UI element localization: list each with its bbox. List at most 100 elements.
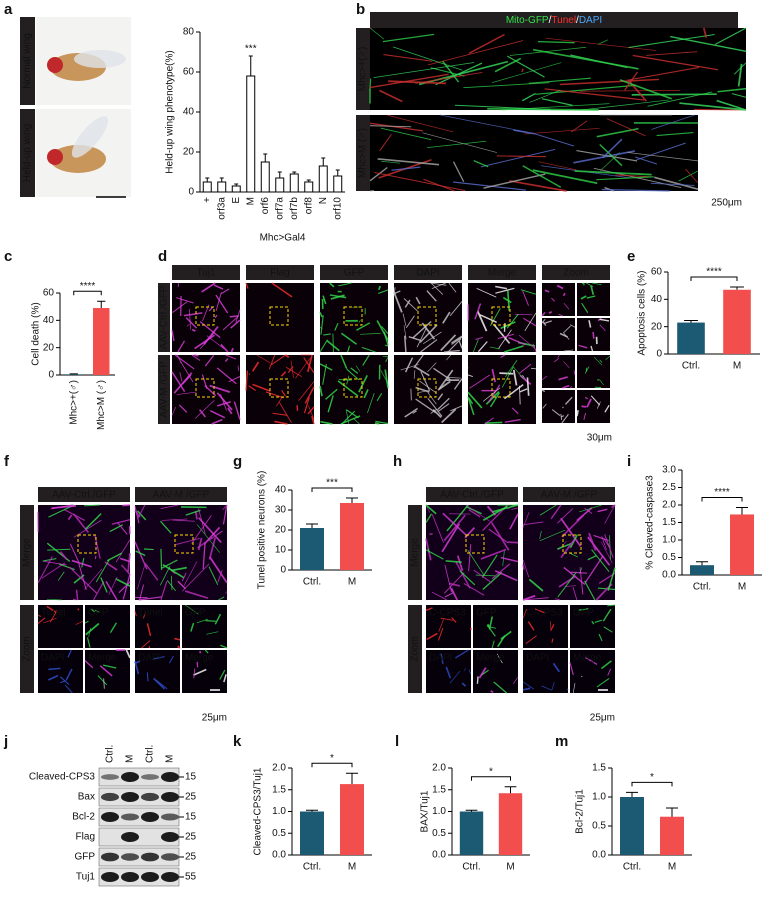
y-tick-label: 0.0: [662, 570, 676, 581]
micrograph-detail: [634, 156, 658, 165]
micrograph-detail: [198, 508, 206, 534]
micrograph-detail: [596, 176, 654, 181]
micrograph-detail: [174, 537, 200, 546]
micrograph-detail: [204, 355, 215, 367]
micrograph-detail: [323, 333, 331, 336]
micrograph-detail: [420, 339, 438, 353]
micrograph-detail: [376, 393, 383, 402]
micrograph-detail: [500, 556, 519, 563]
x-tick-label: orf7b: [289, 197, 300, 220]
y-tick-label: 0: [656, 349, 662, 360]
micrograph-detail: [522, 290, 529, 306]
micrograph-detail: [172, 519, 195, 522]
micrograph-detail: [245, 370, 249, 391]
panel-letter: h: [393, 453, 402, 470]
column-label: AAV-M /GFP: [153, 490, 210, 501]
micrograph-detail: [451, 335, 463, 344]
error-bar: [234, 183, 239, 186]
y-tick-label: 20: [183, 147, 195, 158]
micrograph-detail: [227, 407, 233, 415]
blot-band: [101, 872, 119, 882]
micrograph-detail: [388, 80, 447, 85]
micrograph-detail: [217, 401, 232, 407]
micrograph-detail: [174, 637, 181, 641]
error-bar: [306, 523, 318, 528]
micrograph-detail: [468, 397, 474, 405]
panel-letter: m: [555, 733, 568, 750]
micrograph-detail: [281, 390, 287, 397]
x-tick-label: orf3a: [216, 197, 227, 220]
micrograph-detail: [377, 289, 389, 295]
micrograph: [570, 650, 615, 693]
micrograph-detail: [135, 550, 146, 557]
micrograph-detail: [558, 376, 568, 381]
micrograph-detail: [588, 532, 597, 551]
micrograph-detail: [539, 530, 542, 540]
micrograph: [38, 605, 83, 648]
micrograph-detail: [173, 372, 193, 394]
micrograph-detail: [376, 320, 389, 341]
micrograph-detail: [607, 604, 616, 607]
micrograph-detail: [443, 572, 465, 594]
micrograph-detail: [627, 66, 699, 81]
micrograph-detail: [524, 128, 600, 135]
side-label-bar: [20, 17, 35, 105]
micrograph-detail: [451, 336, 463, 345]
micrograph-detail: [369, 27, 372, 29]
micrograph-detail: [440, 114, 528, 133]
micrograph-detail: [563, 325, 571, 334]
bar: [260, 161, 270, 193]
panel-letter: f: [4, 453, 10, 470]
y-tick-label: 30: [275, 505, 287, 516]
micrograph-detail: [118, 581, 131, 594]
micrograph-detail: [578, 344, 588, 349]
micrograph-detail: [543, 320, 552, 325]
micrograph-detail: [522, 681, 535, 690]
y-axis-label: Bcl-2/Tuj1: [575, 789, 586, 834]
x-tick-label: M: [506, 862, 514, 873]
zoom-box: [417, 306, 437, 326]
y-tick-label: 0.0: [592, 850, 606, 861]
micrograph-detail: [379, 89, 403, 103]
error-bar: [666, 807, 678, 817]
micrograph-detail: [494, 570, 518, 582]
x-tick-label: orf8: [303, 197, 314, 215]
micrograph-detail: [181, 572, 187, 582]
micrograph-detail: [570, 120, 588, 133]
y-tick-label: 0: [280, 565, 286, 576]
micrograph-detail: [222, 504, 228, 525]
micrograph-detail: [180, 361, 194, 383]
zoom-box: [269, 306, 289, 326]
header-bar: [370, 12, 738, 28]
x-tick-label: Ctrl.: [682, 361, 700, 372]
panel-letter: c: [4, 248, 12, 265]
y-tick-label: 1.0: [662, 535, 676, 546]
panel-letter: k: [233, 733, 242, 750]
micrograph-detail: [105, 580, 118, 601]
micrograph-detail: [374, 172, 466, 192]
micrograph-detail: [213, 284, 224, 290]
micrograph-detail: [334, 322, 339, 331]
micrograph-detail: [172, 301, 188, 313]
panel-letter: g: [233, 453, 242, 470]
micrograph-detail: [97, 675, 108, 686]
micrograph-detail: [278, 402, 292, 423]
micrograph-detail: [484, 417, 494, 425]
side-label: Zoom: [410, 636, 421, 662]
micrograph-detail: [144, 563, 159, 581]
micrograph-detail: [427, 392, 437, 405]
micrograph-detail: [304, 386, 315, 404]
micrograph-detail: [489, 392, 500, 408]
micrograph-detail: [596, 678, 610, 688]
micrograph-detail: [450, 587, 459, 601]
micrograph-detail: [646, 51, 698, 56]
x-tick-label: M: [245, 197, 256, 205]
micrograph-detail: [463, 668, 466, 671]
column-label: AAV-Ctrl./GFP: [440, 490, 504, 501]
micrograph-detail: [555, 598, 561, 601]
header-part: /: [576, 15, 579, 26]
bar: [93, 308, 110, 375]
error-bar: [504, 786, 517, 794]
micrograph-detail: [569, 324, 576, 328]
error-bar: [335, 169, 340, 176]
